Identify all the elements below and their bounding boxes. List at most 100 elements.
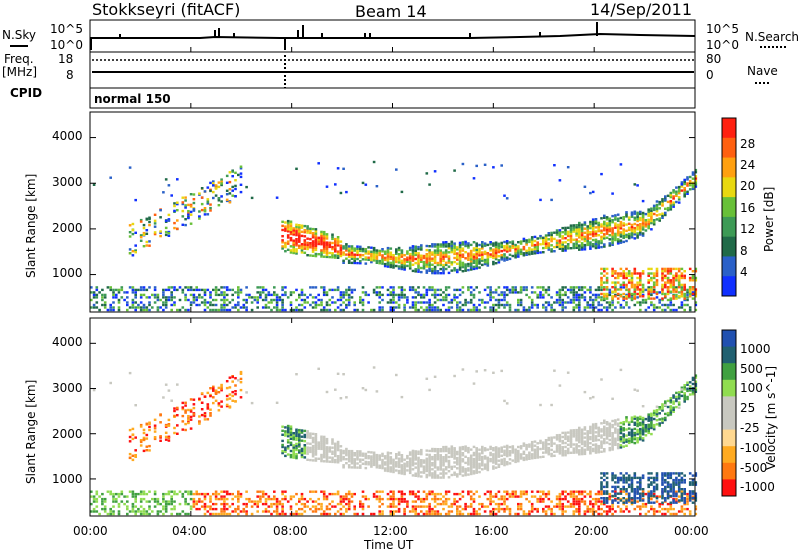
power-cell	[289, 293, 293, 297]
power-cell	[322, 243, 326, 246]
velocity-cell	[134, 505, 137, 508]
power-cell	[300, 230, 304, 233]
velocity-cell	[428, 468, 431, 471]
velocity-cell	[530, 507, 534, 511]
power-cell	[403, 306, 406, 309]
power-cell	[661, 303, 664, 307]
velocity-cell	[553, 450, 556, 453]
power-cell	[350, 251, 354, 254]
velocity-cell	[270, 512, 273, 516]
velocity-cell	[583, 452, 587, 456]
power-cell	[400, 263, 404, 267]
velocity-cell	[550, 403, 553, 407]
velocity-cell	[361, 507, 365, 511]
velocity-cell	[597, 505, 600, 508]
velocity-cell	[361, 502, 365, 506]
power-cell	[90, 286, 93, 289]
power-cell	[250, 301, 254, 304]
power-cell	[203, 190, 207, 193]
power-cell	[406, 250, 409, 253]
power-cell	[514, 286, 517, 289]
power-cell	[664, 283, 667, 287]
power-cell	[494, 249, 498, 253]
power-cell	[489, 249, 492, 252]
velocity-cell	[536, 442, 539, 445]
power-cell	[611, 192, 614, 195]
velocity-cell	[367, 461, 370, 464]
power-cell	[508, 245, 512, 248]
power-cell	[334, 301, 337, 304]
power-cell	[675, 190, 678, 193]
power-cell	[575, 303, 578, 307]
velocity-cell	[558, 505, 562, 508]
power-cell	[611, 267, 614, 271]
velocity-cell	[539, 455, 542, 459]
power-cell	[694, 290, 698, 293]
velocity-cell	[347, 451, 351, 455]
velocity-cell	[411, 464, 415, 467]
velocity-cell	[511, 492, 515, 496]
velocity-cell	[572, 495, 576, 498]
velocity-cell	[522, 456, 526, 460]
velocity-cell	[237, 507, 240, 511]
power-cell	[231, 170, 234, 173]
power-cell	[691, 183, 695, 186]
velocity-cell	[339, 449, 343, 452]
power-cell	[145, 308, 149, 312]
power-cell	[666, 194, 670, 197]
power-cell	[647, 281, 650, 284]
power-cell	[542, 296, 545, 299]
power-cell	[694, 292, 698, 296]
power-cell	[467, 268, 470, 272]
velocity-cell	[431, 458, 434, 461]
power-cell	[586, 243, 589, 247]
velocity-cell	[489, 510, 492, 513]
velocity-cell	[361, 454, 365, 457]
velocity-cell	[317, 507, 320, 511]
velocity-cell	[605, 492, 609, 495]
power-cell	[428, 306, 431, 309]
velocity-cell	[231, 394, 234, 398]
velocity-cell	[467, 473, 470, 476]
velocity-cell	[162, 512, 165, 516]
velocity-cell	[106, 512, 110, 516]
velocity-cell	[539, 490, 542, 493]
power-cell	[561, 241, 564, 244]
velocity-cell	[381, 490, 384, 493]
power-cell	[336, 286, 340, 289]
power-cell	[461, 241, 465, 244]
power-cell	[372, 288, 376, 292]
power-cell	[544, 306, 548, 309]
velocity-cell	[353, 512, 356, 516]
power-cell	[192, 201, 196, 205]
velocity-cell	[325, 512, 329, 516]
power-cell	[542, 286, 545, 289]
velocity-cell	[356, 466, 359, 469]
power-cell	[295, 229, 298, 233]
power-cell	[489, 243, 492, 246]
power-cell	[400, 259, 404, 262]
power-cell	[414, 288, 417, 292]
velocity-cell	[306, 500, 309, 503]
power-cell	[395, 258, 398, 261]
velocity-cell	[411, 453, 415, 457]
power-cell	[478, 247, 481, 251]
power-cell	[389, 261, 393, 265]
power-cell	[661, 212, 664, 215]
power-cell	[425, 261, 429, 264]
velocity-cell	[605, 437, 609, 440]
velocity-cell	[311, 444, 315, 448]
power-cell	[389, 308, 393, 312]
power-cell	[619, 220, 623, 224]
power-cell	[575, 244, 578, 247]
power-cell	[486, 286, 490, 289]
power-cell	[614, 214, 617, 217]
velocity-cell	[514, 450, 517, 453]
power-cell	[414, 251, 417, 255]
power-cell	[569, 228, 573, 231]
power-cell	[603, 216, 606, 219]
power-cell	[661, 297, 664, 300]
velocity-cell	[334, 388, 337, 391]
velocity-cell	[411, 492, 415, 496]
velocity-cell	[320, 457, 323, 461]
